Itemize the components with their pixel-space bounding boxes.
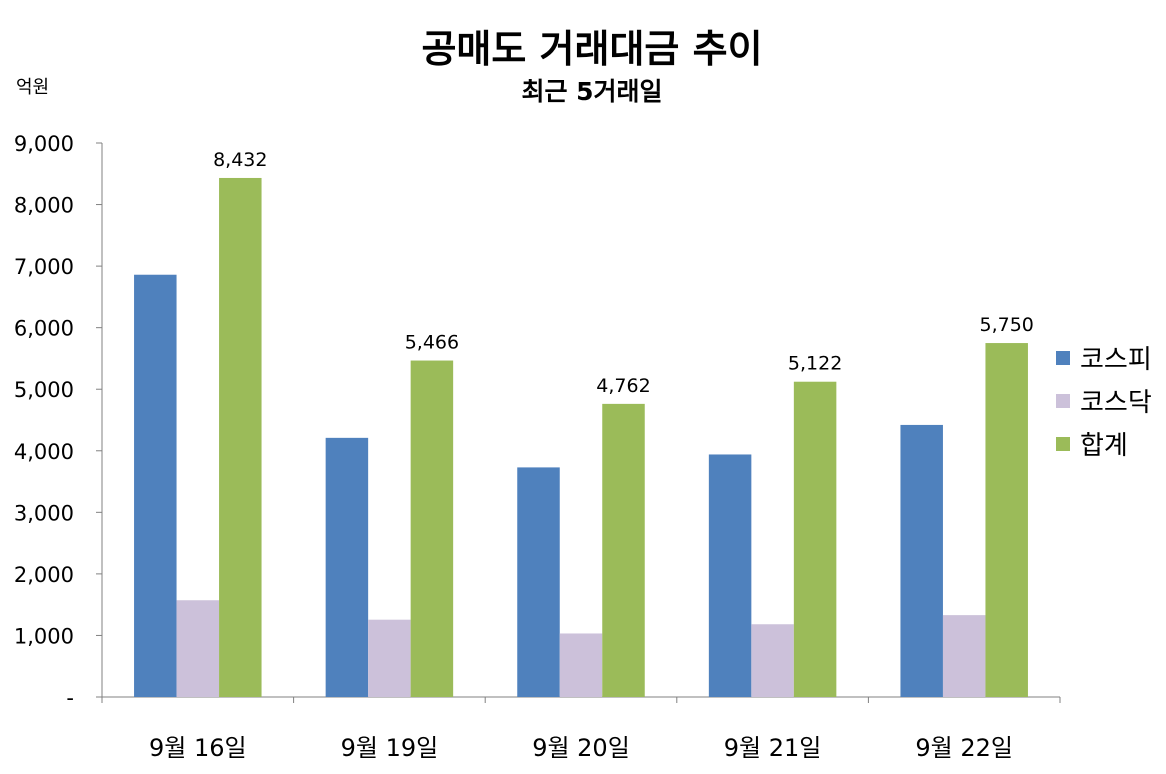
y-tick-label: 3,000	[14, 501, 74, 525]
bar-코스닥	[368, 619, 411, 697]
chart-subtitle: 최근 5거래일	[521, 77, 662, 106]
bar-코스피	[708, 454, 752, 697]
bars	[134, 177, 1028, 697]
bar-코스피	[134, 274, 177, 697]
legend-swatch	[1056, 350, 1070, 365]
bar-코스닥	[942, 615, 986, 697]
data-label: 8,432	[213, 149, 267, 171]
y-tick-label: 9,000	[14, 132, 74, 156]
bar-합계	[793, 381, 837, 697]
bar-합계	[219, 177, 262, 697]
data-label: 5,466	[405, 332, 459, 354]
bar-합계	[985, 343, 1028, 697]
y-tick-label: 2,000	[14, 563, 74, 587]
legend-swatch	[1056, 393, 1070, 408]
y-tick-label: 4,000	[14, 440, 74, 464]
data-label: 5,122	[788, 353, 842, 375]
y-tick-label: 7,000	[14, 255, 74, 279]
bar-합계	[602, 403, 645, 697]
legend-label: 코스피	[1080, 345, 1152, 375]
axes: - 1,000 2,000 3,000 4,000 5,000 6,000 7,000 8,00…	[14, 132, 1061, 762]
y-tick-label: 5,000	[14, 378, 74, 402]
y-axis-unit-label: 억원	[16, 77, 49, 98]
legend-item: 코스피	[1056, 336, 1152, 379]
bar-코스닥	[751, 624, 794, 697]
legend-swatch	[1056, 436, 1070, 451]
x-tick-label: 9월 16일	[149, 734, 247, 762]
data-labels: 8,432 5,466 4,762 5,122 5,750	[213, 149, 1034, 397]
legend-label: 합계	[1080, 431, 1128, 461]
x-tick-label: 9월 20일	[532, 734, 630, 762]
y-tick-label: 1,000	[14, 624, 74, 648]
bar-합계	[410, 360, 454, 697]
chart-title: 공매도 거래대금 추이	[421, 27, 762, 71]
bar-코스닥	[559, 633, 603, 697]
x-tick-label: 9월 21일	[724, 734, 822, 762]
bar-코스피	[325, 437, 369, 697]
legend-label: 코스닥	[1080, 388, 1152, 418]
data-label: 5,750	[979, 314, 1033, 336]
y-tick-label: 6,000	[14, 317, 74, 341]
y-tick-label: -	[66, 686, 74, 710]
legend-item: 합계	[1056, 422, 1152, 465]
x-tick-label: 9월 19일	[341, 734, 439, 762]
bar-코스피	[900, 424, 943, 697]
bar-코스피	[517, 467, 560, 697]
bar-코스닥	[176, 600, 220, 697]
x-tick-label: 9월 22일	[915, 734, 1013, 762]
data-label: 4,762	[596, 375, 650, 397]
y-tick-label: 8,000	[14, 194, 74, 218]
legend-item: 코스닥	[1056, 379, 1152, 422]
